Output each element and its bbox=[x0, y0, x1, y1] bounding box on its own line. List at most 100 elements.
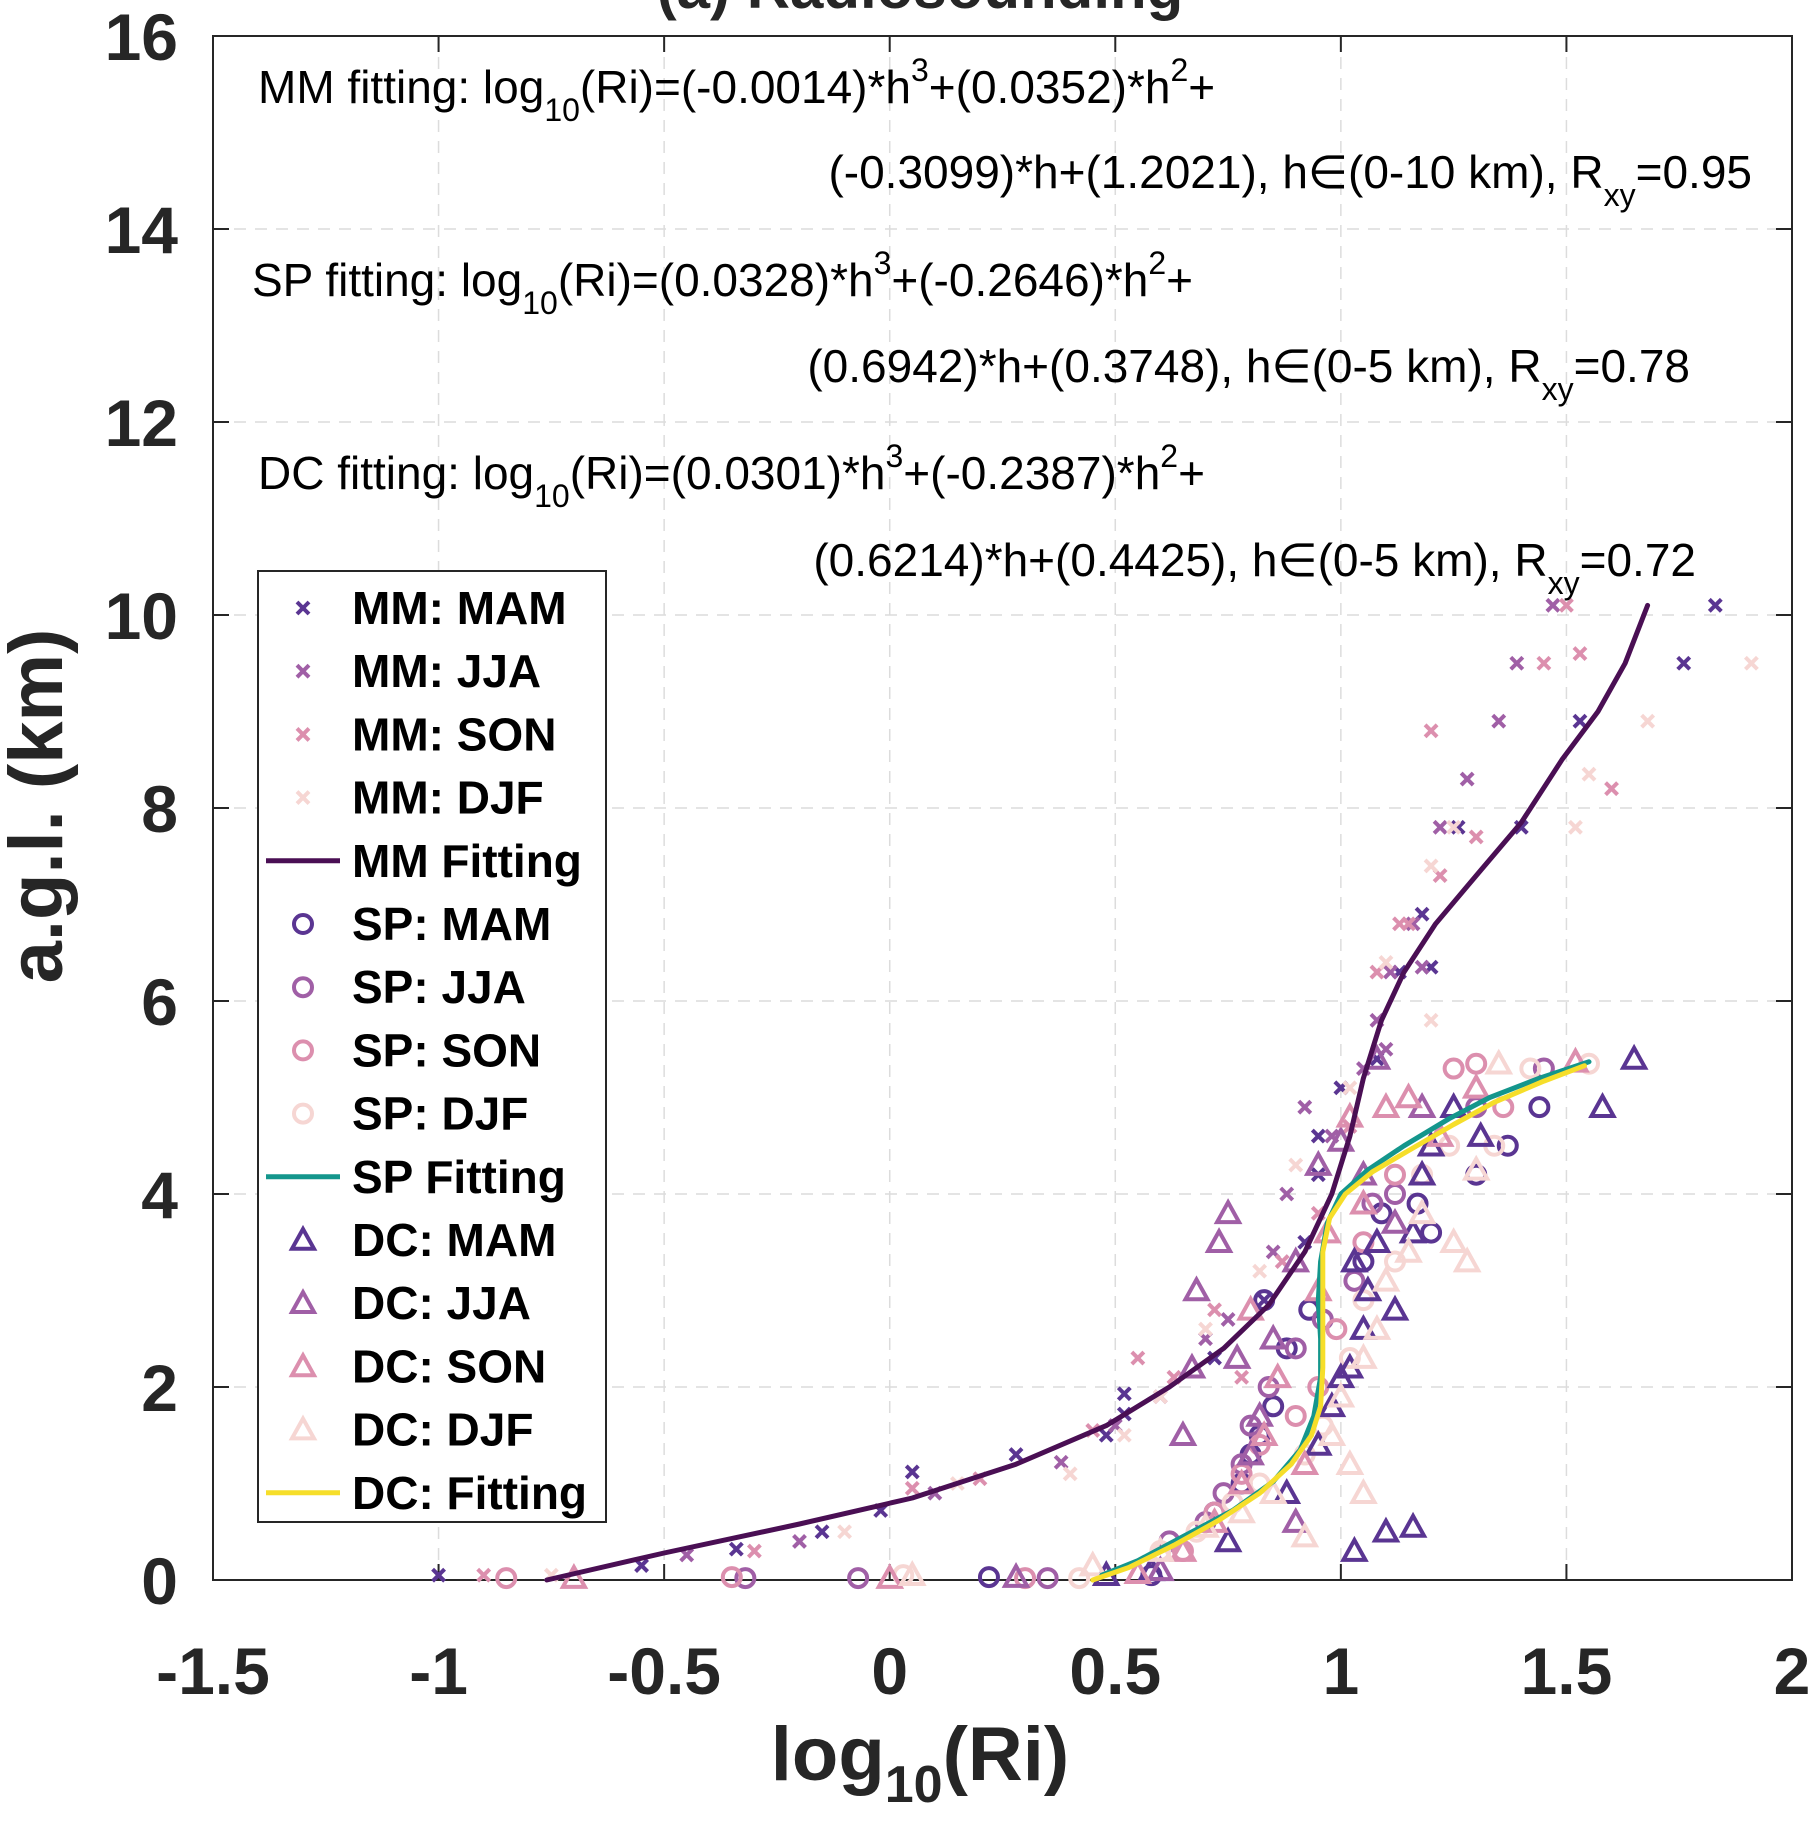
data-point bbox=[1572, 646, 1588, 662]
legend-marker-swatch bbox=[292, 1039, 314, 1062]
x-tick-label: 1 bbox=[1322, 1634, 1359, 1708]
equation-part: 10 bbox=[534, 478, 570, 514]
data-point bbox=[1182, 1275, 1211, 1302]
data-point bbox=[1116, 1386, 1132, 1402]
data-point bbox=[977, 1566, 1000, 1589]
data-point bbox=[1001, 1561, 1031, 1588]
data-point bbox=[720, 1566, 743, 1589]
legend-item: DC: MAM bbox=[288, 1214, 556, 1266]
equation-part: +(-0.2646)*h bbox=[891, 254, 1148, 306]
marker-stroke bbox=[1342, 1080, 1358, 1096]
data-point bbox=[1116, 1427, 1132, 1443]
y-axis-label: a.g.l. (km) bbox=[0, 629, 79, 984]
data-point bbox=[1380, 1294, 1410, 1321]
legend-label: SP: MAM bbox=[352, 898, 551, 950]
data-point bbox=[1290, 1521, 1320, 1548]
data-point bbox=[1371, 1265, 1401, 1292]
marker-stroke bbox=[1446, 819, 1462, 835]
data-point bbox=[1452, 1246, 1482, 1273]
marker-stroke bbox=[1252, 1263, 1268, 1279]
equation-line-1: DC fitting: log10(Ri)=(0.0301)*h3+(-0.23… bbox=[258, 438, 1205, 514]
legend-item: DC: Fitting bbox=[266, 1467, 587, 1519]
marker-stroke bbox=[295, 663, 311, 679]
equation-part: 2 bbox=[1170, 52, 1188, 88]
legend-marker-swatch bbox=[288, 1224, 318, 1251]
data-point bbox=[1220, 1312, 1236, 1327]
data-point bbox=[1394, 1236, 1423, 1263]
marker-stroke bbox=[295, 790, 311, 806]
data-point bbox=[1236, 1294, 1266, 1321]
marker-stroke bbox=[728, 1541, 744, 1557]
legend-marker-swatch bbox=[292, 913, 314, 935]
marker-stroke bbox=[1288, 1157, 1304, 1173]
y-tick-label: 2 bbox=[141, 1351, 178, 1425]
equation-part: (Ri)=(0.0301)*h bbox=[570, 447, 886, 499]
marker-stroke bbox=[1581, 766, 1597, 782]
data-point bbox=[1123, 1558, 1153, 1585]
x-tick-label: 0.5 bbox=[1069, 1634, 1161, 1708]
equation-line-1: SP fitting: log10(Ri)=(0.0328)*h3+(-0.26… bbox=[252, 245, 1193, 321]
data-point bbox=[1640, 713, 1656, 729]
marker-stroke bbox=[1536, 655, 1552, 671]
equation-part: + bbox=[1178, 447, 1205, 499]
marker-stroke bbox=[1432, 819, 1448, 835]
equation-part: 3 bbox=[885, 438, 903, 474]
data-point bbox=[1245, 1400, 1275, 1427]
data-point bbox=[1401, 916, 1416, 932]
legend-label: SP: JJA bbox=[352, 961, 526, 1013]
data-point bbox=[1204, 1227, 1234, 1254]
x-axis-label-sub: 10 bbox=[885, 1756, 943, 1814]
x-tick-label: -0.5 bbox=[607, 1634, 721, 1708]
equation-part: MM fitting: log bbox=[258, 61, 544, 113]
data-point bbox=[476, 1567, 492, 1583]
data-point bbox=[1423, 723, 1439, 739]
marker-stroke bbox=[1640, 713, 1656, 729]
legend-label: SP: SON bbox=[352, 1024, 541, 1076]
data-point bbox=[746, 1543, 762, 1559]
data-point bbox=[1068, 1567, 1091, 1590]
data-point bbox=[1130, 1350, 1146, 1366]
equation-part: =0.95 bbox=[1636, 146, 1752, 198]
marker-stroke bbox=[1450, 819, 1466, 835]
equation-part: 10 bbox=[544, 92, 580, 128]
marker-stroke bbox=[1423, 723, 1439, 739]
marker-stroke bbox=[1568, 819, 1583, 835]
data-point bbox=[1545, 597, 1561, 613]
marker-stroke bbox=[1676, 655, 1692, 671]
data-point bbox=[1053, 1454, 1069, 1470]
data-point bbox=[1423, 1012, 1439, 1028]
marker-stroke bbox=[837, 1524, 853, 1540]
marker-stroke bbox=[431, 1567, 446, 1583]
data-point bbox=[875, 1562, 905, 1589]
marker-stroke bbox=[1107, 1418, 1123, 1434]
data-point bbox=[1279, 1186, 1295, 1202]
marker-stroke bbox=[1008, 1447, 1024, 1462]
data-point bbox=[1496, 1134, 1519, 1157]
x-tick-label: -1.5 bbox=[156, 1634, 270, 1708]
legend-item: SP: SON bbox=[292, 1024, 541, 1076]
data-point bbox=[1036, 1567, 1059, 1590]
data-point bbox=[1491, 713, 1507, 729]
data-point bbox=[1414, 959, 1430, 975]
data-point bbox=[1383, 1163, 1406, 1186]
legend-item: SP: DJF bbox=[292, 1088, 528, 1140]
data-point bbox=[1619, 1043, 1649, 1070]
data-point bbox=[734, 1567, 757, 1590]
data-point bbox=[1281, 1506, 1311, 1533]
marker-stroke bbox=[1509, 655, 1525, 671]
equation-part: 10 bbox=[522, 285, 558, 321]
y-tick-label: 10 bbox=[105, 579, 178, 653]
legend-item: SP Fitting bbox=[266, 1151, 566, 1203]
marker-stroke bbox=[1207, 1302, 1222, 1318]
data-point bbox=[1383, 964, 1398, 980]
marker-stroke bbox=[1559, 597, 1574, 613]
data-point bbox=[1310, 1128, 1326, 1144]
data-point bbox=[1380, 1207, 1410, 1234]
data-point bbox=[1252, 1263, 1268, 1279]
data-point bbox=[1371, 1092, 1401, 1118]
marker-stroke bbox=[1198, 1321, 1213, 1337]
data-point bbox=[1303, 1149, 1333, 1176]
x-tick-label: 2 bbox=[1774, 1634, 1811, 1708]
data-point bbox=[847, 1567, 870, 1590]
